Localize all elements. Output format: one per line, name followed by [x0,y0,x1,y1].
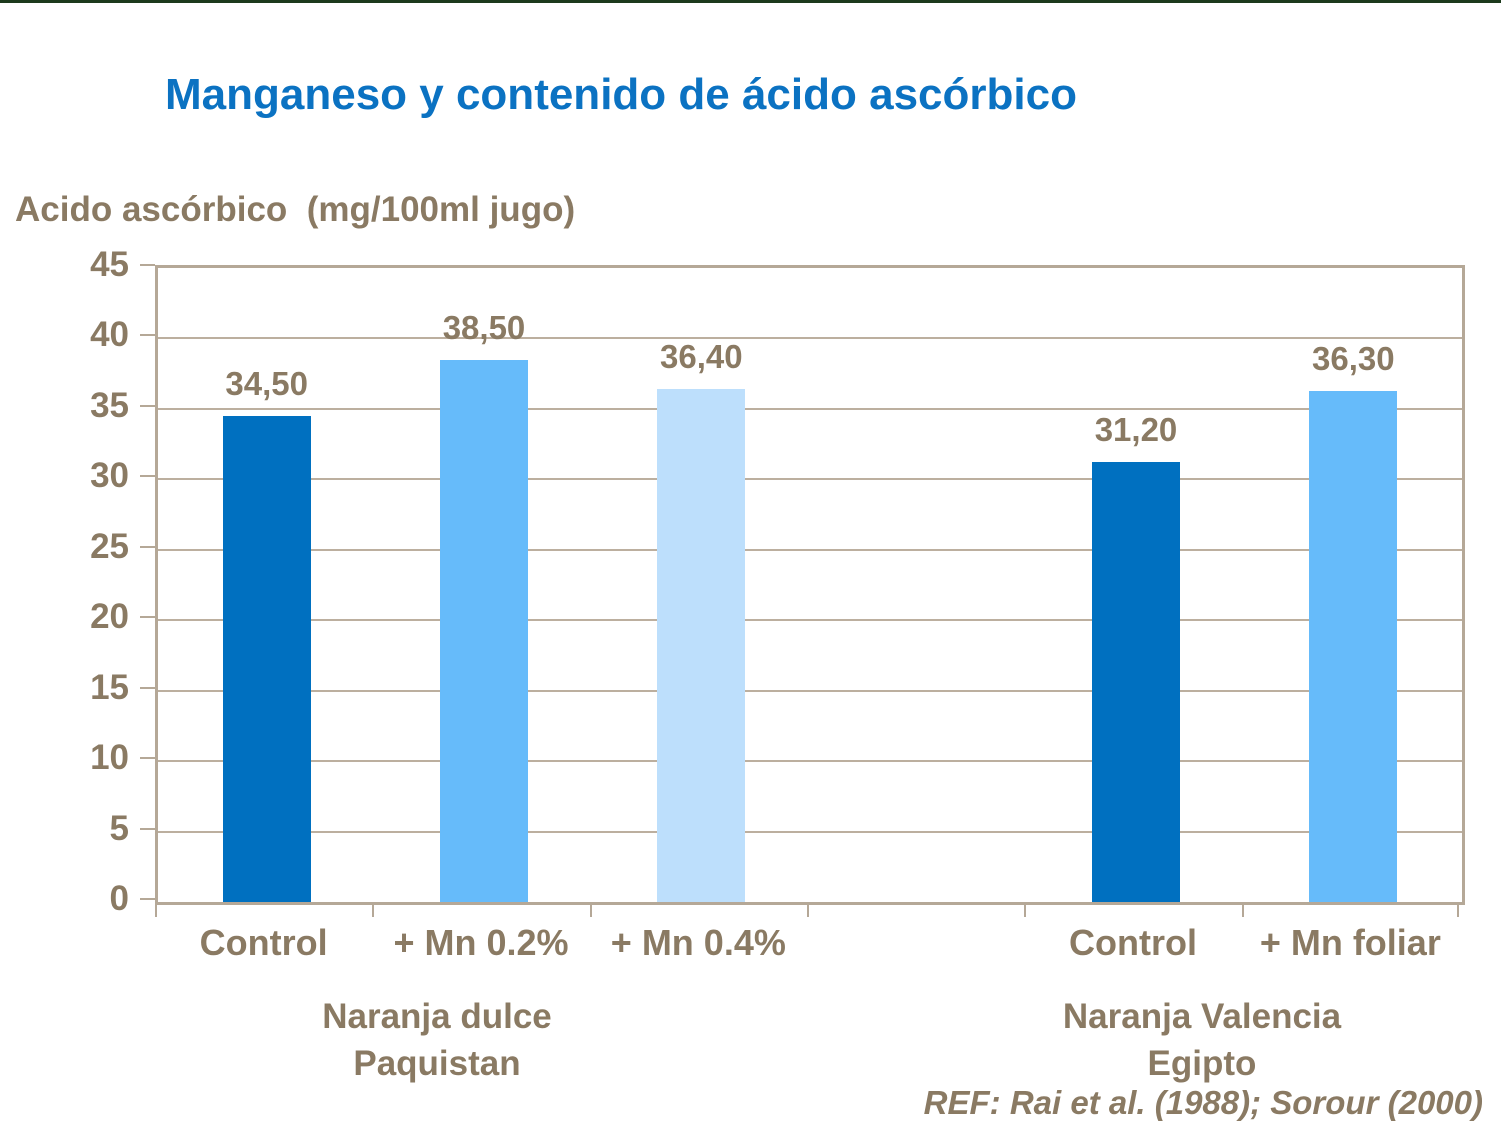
bar-control [222,415,311,902]
gridline-40 [158,337,1462,340]
gridline-20 [158,619,1462,622]
x-axis-labels: Control + Mn 0.2% + Mn 0.4% Control + Mn fol… [155,922,1465,974]
x-tick-mark [1457,905,1459,917]
group-label-line: Naranja Valencia [1062,997,1342,1036]
gridline-30 [158,478,1462,481]
y-tick-label-30: 30 [90,456,129,496]
gridline-10 [158,760,1462,763]
top-border-strip [0,0,1501,3]
group-label-line: Egipto [1147,1044,1257,1083]
y-axis-title: Acido ascórbico (mg/100ml jugo) [15,190,576,229]
group-label-line: Naranja dulce [322,997,552,1036]
y-tick-label-25: 25 [90,526,129,566]
y-tick-mark [140,264,155,266]
plot-area: 34,50 38,50 36,40 31,20 36,30 [155,265,1465,905]
x-tick-mark [1024,905,1027,917]
y-tick-mark [140,334,155,337]
y-tick-mark [140,898,155,900]
reference-citation: REF: Rai et al. (1988); Sorour (2000) [923,1084,1483,1121]
bar-value-label: 36,30 [1312,339,1395,377]
x-tick-mark [589,905,592,917]
x-axis-ticks [155,905,1465,918]
y-tick-mark [140,827,155,830]
y-tick-mark [140,616,155,619]
gridline-25 [158,548,1462,551]
bar-value-label: 31,20 [1094,411,1178,449]
category-label-control: Control [199,922,328,963]
gridline-35 [158,407,1462,410]
y-tick-mark [140,475,155,478]
category-label--mn-0-4-: + Mn 0.4% [610,922,786,963]
y-tick-label-45: 45 [90,245,129,284]
group-label-line: Paquistan [353,1044,521,1083]
y-tick-label-0: 0 [109,879,129,918]
y-tick-label-10: 10 [90,738,129,778]
y-tick-label-40: 40 [90,315,129,355]
bar--mn-0-4- [657,389,746,902]
x-tick-mark [1241,905,1244,917]
x-tick-mark [807,905,809,917]
y-tick-mark [140,757,155,760]
group-label-naranja-valencia-egipto: Naranja Valencia Egipto [1063,993,1341,1087]
y-tick-label-15: 15 [90,667,129,707]
bar-value-label: 34,50 [225,364,308,402]
bar-control [1092,462,1180,902]
y-tick-mark [140,545,155,548]
x-tick-mark [372,905,375,917]
bar--mn-foliar [1309,390,1398,902]
y-tick-label-35: 35 [90,385,129,425]
category-label-control: Control [1069,922,1197,963]
bar--mn-0-2- [440,359,528,902]
bar-value-label: 38,50 [442,308,526,346]
y-tick-label-20: 20 [90,597,129,637]
y-tick-mark [140,686,155,689]
bar-value-label: 36,40 [660,338,743,376]
chart-title: Manganeso y contenido de ácido ascórbico [165,70,1077,119]
gridline-15 [158,689,1462,692]
y-tick-mark [140,404,155,407]
y-axis: 0 5 10 15 20 25 30 35 40 45 [0,245,155,918]
group-label-naranja-dulce-paquistan: Naranja dulce Paquistan [322,993,552,1087]
y-tick-label-5: 5 [109,808,129,848]
gridline-5 [158,830,1462,833]
category-label--mn-0-2-: + Mn 0.2% [393,922,569,963]
category-label--mn-foliar: + Mn foliar [1259,922,1441,963]
x-tick-mark [155,905,157,917]
